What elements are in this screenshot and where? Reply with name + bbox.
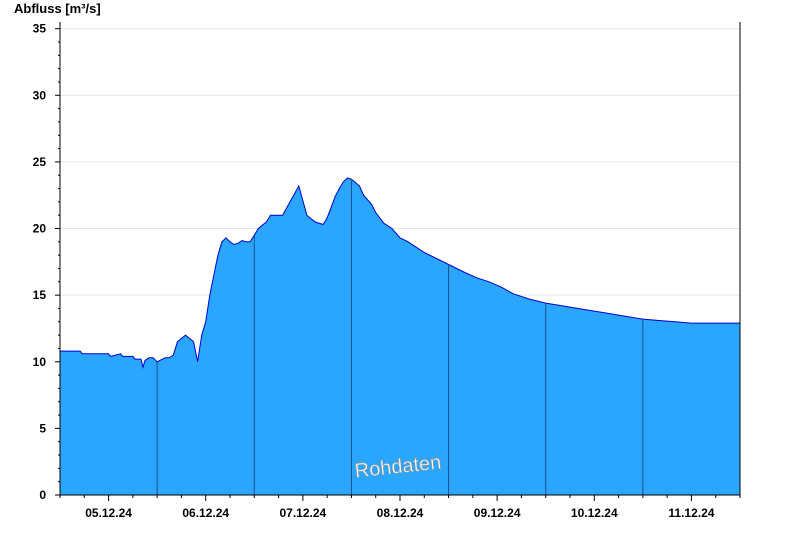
y-tick-label: 10 bbox=[33, 355, 47, 369]
y-tick-label: 0 bbox=[39, 488, 46, 502]
y-tick-label: 35 bbox=[33, 22, 47, 36]
y-axis-label: Abfluss [m³/s] bbox=[14, 1, 101, 16]
y-tick-label: 5 bbox=[39, 421, 46, 435]
day-separators bbox=[156, 179, 644, 495]
x-tick-label: 11.12.24 bbox=[668, 506, 714, 520]
x-tick-label: 07.12.24 bbox=[279, 506, 326, 520]
x-ticks: 05.12.24 06.12.24 07.12.24 08.12.24 09.12.24… bbox=[59, 495, 741, 520]
x-tick-label: 09.12.24 bbox=[474, 506, 521, 520]
y-tick-label: 30 bbox=[33, 88, 47, 102]
y-tick-label: 15 bbox=[33, 288, 47, 302]
y-ticks: 0 5 10 15 20 25 30 35 bbox=[33, 22, 60, 502]
x-tick-label: 08.12.24 bbox=[377, 506, 424, 520]
y-tick-label: 20 bbox=[33, 222, 47, 236]
x-tick-label: 05.12.24 bbox=[85, 506, 132, 520]
y-tick-label: 25 bbox=[33, 155, 47, 169]
x-tick-label: 10.12.24 bbox=[571, 506, 618, 520]
discharge-area bbox=[60, 177, 740, 495]
x-tick-label: 06.12.24 bbox=[182, 506, 229, 520]
